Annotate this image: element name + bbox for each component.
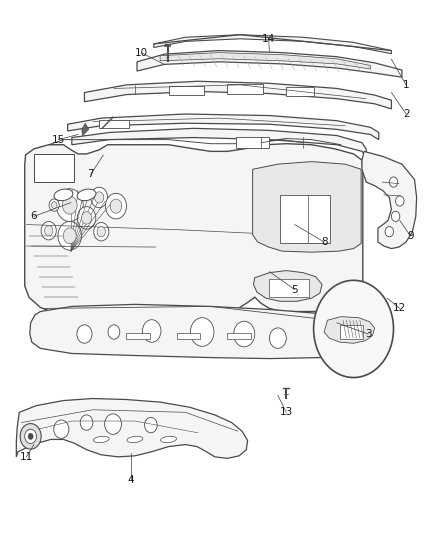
Ellipse shape — [93, 437, 109, 442]
Polygon shape — [30, 304, 350, 359]
Text: 1: 1 — [403, 80, 410, 90]
Text: 9: 9 — [407, 231, 413, 241]
Circle shape — [396, 196, 404, 206]
Circle shape — [385, 227, 393, 237]
Circle shape — [58, 222, 81, 250]
FancyBboxPatch shape — [99, 120, 129, 128]
Polygon shape — [67, 114, 379, 140]
Circle shape — [49, 199, 59, 211]
Text: 8: 8 — [321, 237, 328, 247]
Circle shape — [28, 433, 33, 439]
Polygon shape — [85, 81, 392, 109]
Circle shape — [54, 420, 69, 439]
Circle shape — [80, 415, 93, 430]
Text: 5: 5 — [291, 285, 298, 295]
Circle shape — [81, 212, 92, 224]
Circle shape — [97, 227, 106, 237]
Text: 11: 11 — [20, 452, 33, 462]
Circle shape — [91, 187, 108, 208]
Circle shape — [314, 280, 393, 377]
Circle shape — [389, 177, 398, 187]
Circle shape — [105, 414, 121, 434]
Circle shape — [145, 417, 157, 433]
Polygon shape — [137, 51, 402, 77]
Polygon shape — [16, 399, 247, 458]
Ellipse shape — [161, 437, 177, 442]
FancyBboxPatch shape — [127, 333, 150, 339]
FancyBboxPatch shape — [227, 333, 251, 339]
Text: 4: 4 — [127, 475, 134, 486]
Polygon shape — [362, 151, 417, 248]
Text: 2: 2 — [403, 109, 410, 119]
Circle shape — [94, 222, 109, 241]
Circle shape — [41, 222, 56, 240]
Polygon shape — [254, 271, 322, 301]
Text: 3: 3 — [365, 329, 371, 339]
FancyBboxPatch shape — [286, 87, 314, 95]
Polygon shape — [72, 128, 366, 157]
Circle shape — [142, 320, 161, 342]
Circle shape — [56, 189, 83, 222]
Polygon shape — [25, 144, 363, 311]
Polygon shape — [160, 53, 371, 69]
FancyBboxPatch shape — [269, 279, 309, 297]
Circle shape — [392, 211, 400, 222]
Circle shape — [45, 225, 53, 236]
Text: 7: 7 — [88, 169, 94, 180]
Text: 13: 13 — [279, 407, 293, 417]
FancyBboxPatch shape — [34, 154, 74, 182]
Circle shape — [20, 424, 41, 449]
FancyBboxPatch shape — [169, 86, 204, 95]
Text: 10: 10 — [134, 47, 148, 58]
Circle shape — [191, 318, 214, 346]
Polygon shape — [324, 317, 374, 343]
Polygon shape — [253, 161, 361, 252]
FancyBboxPatch shape — [177, 333, 200, 339]
Ellipse shape — [77, 189, 96, 200]
Circle shape — [63, 228, 76, 244]
FancyBboxPatch shape — [236, 136, 269, 148]
FancyBboxPatch shape — [280, 195, 330, 244]
FancyBboxPatch shape — [227, 84, 263, 94]
Circle shape — [106, 193, 127, 219]
Circle shape — [95, 192, 104, 203]
Circle shape — [110, 199, 122, 213]
Circle shape — [51, 201, 57, 208]
Circle shape — [269, 328, 286, 349]
Polygon shape — [82, 123, 88, 136]
Text: 6: 6 — [31, 212, 37, 221]
Circle shape — [25, 429, 36, 443]
Circle shape — [62, 196, 77, 214]
Circle shape — [77, 207, 96, 229]
Text: 12: 12 — [393, 303, 406, 313]
Text: 15: 15 — [52, 135, 65, 144]
FancyBboxPatch shape — [340, 325, 363, 339]
Text: 14: 14 — [262, 34, 275, 44]
Polygon shape — [154, 35, 392, 54]
Ellipse shape — [127, 437, 143, 442]
Circle shape — [77, 325, 92, 343]
Ellipse shape — [54, 189, 73, 200]
Circle shape — [108, 325, 120, 339]
Circle shape — [234, 321, 255, 347]
